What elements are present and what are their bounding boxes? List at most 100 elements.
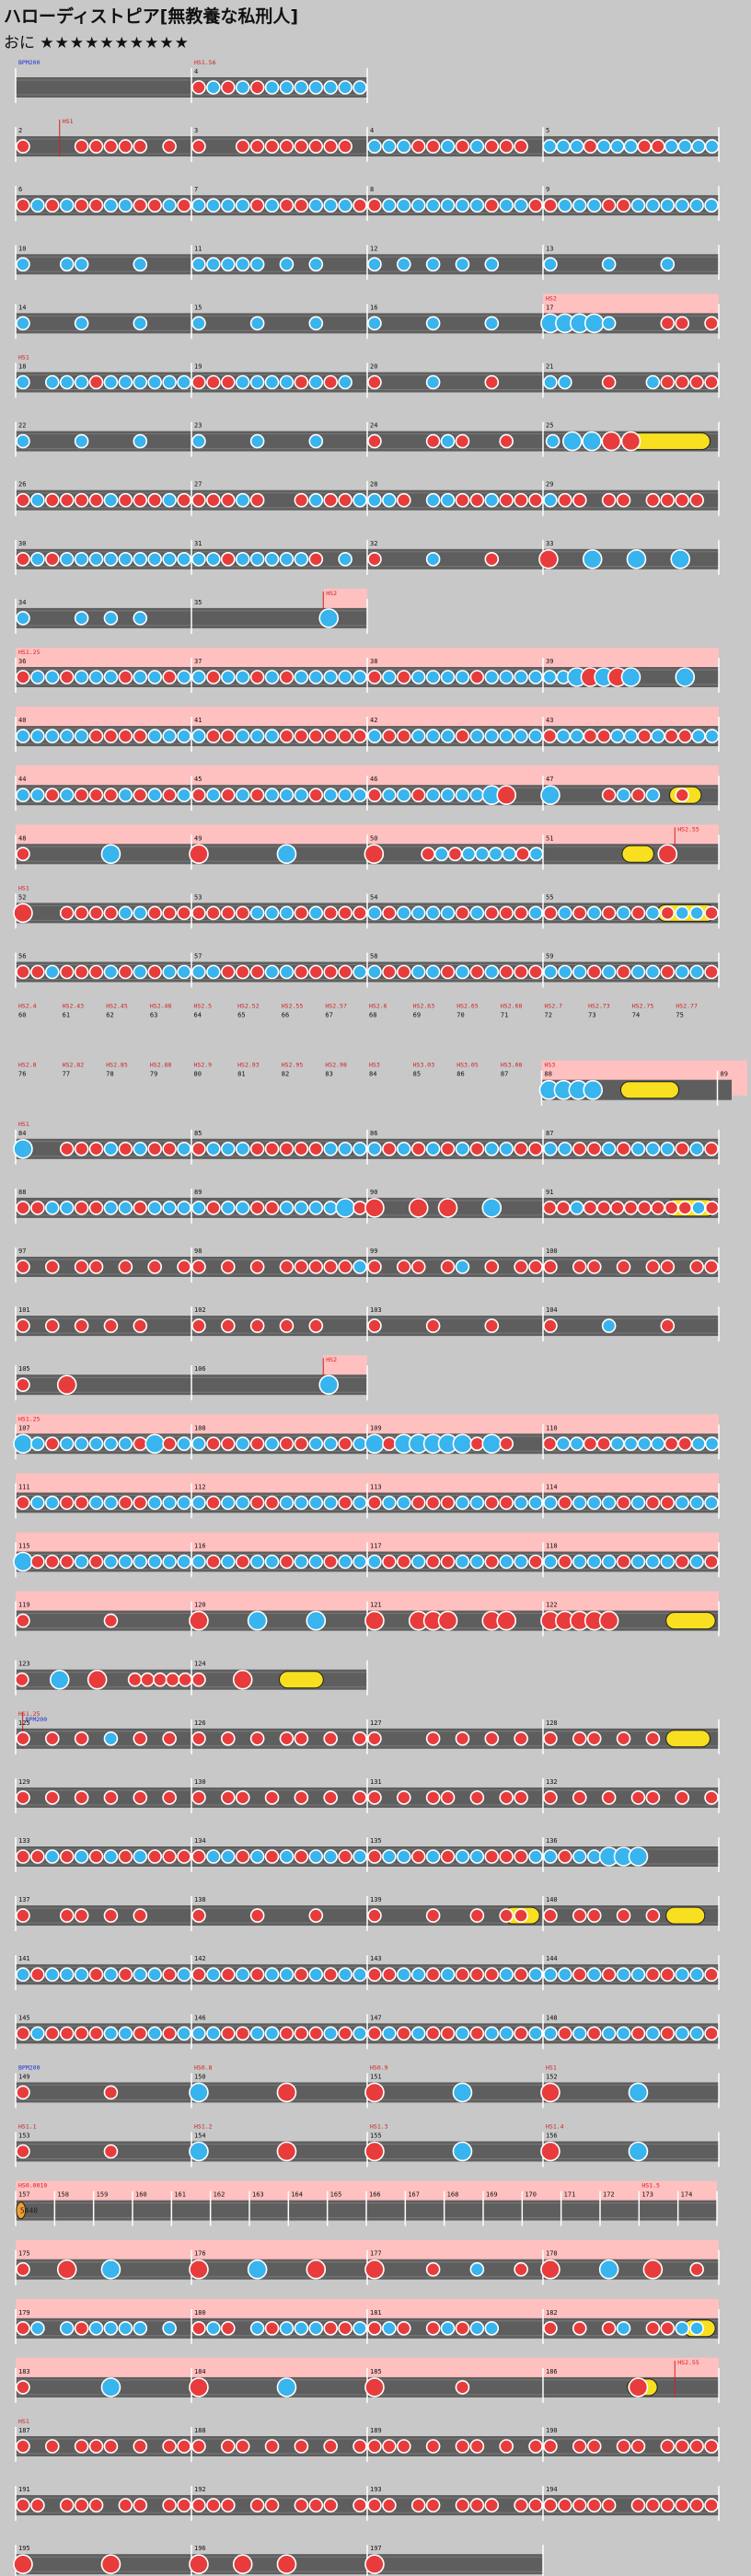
don-note: [558, 1849, 572, 1864]
scroll-label: HS3.05: [456, 1062, 479, 1069]
measure-number: 103: [370, 1306, 382, 1314]
don-note: [294, 198, 309, 213]
don-note: [74, 198, 89, 213]
don-note: [338, 1436, 352, 1452]
don-note: [191, 1142, 206, 1156]
ka-note: [177, 670, 191, 684]
ka-note: [206, 80, 221, 95]
ka-note: [569, 1201, 584, 1215]
don-note: [16, 1849, 30, 1864]
ka-note: [484, 2026, 500, 2041]
ka-note: [382, 1495, 397, 1511]
don-note: [279, 1436, 295, 1452]
measure-number: 120: [194, 1602, 206, 1609]
ka-note: [569, 1436, 584, 1452]
don-note: [469, 2439, 485, 2454]
don-note: [367, 1908, 382, 1923]
ka-note: [542, 139, 558, 154]
measure-number: 146: [194, 2014, 206, 2021]
don-note: [133, 1790, 148, 1805]
ka-note: [323, 1142, 339, 1156]
don-note: [59, 1142, 75, 1156]
don-note: [469, 964, 485, 980]
ka-note: [235, 1495, 250, 1511]
ka-note: [191, 1436, 206, 1452]
don-note: [645, 1908, 661, 1923]
don-note: [455, 492, 470, 508]
don-note: [484, 139, 500, 154]
scroll-label: HS2: [326, 590, 337, 597]
measure-number: 121: [370, 1602, 382, 1609]
don-note: [596, 1201, 611, 1215]
measure-number: 45: [194, 776, 202, 783]
ka-note: [206, 257, 221, 272]
big-don-note: [100, 2554, 121, 2574]
don-note: [162, 1731, 177, 1746]
don-note: [88, 788, 104, 803]
don-note: [410, 788, 426, 803]
ka-note: [367, 139, 382, 154]
ka-note: [220, 198, 236, 213]
don-note: [74, 788, 89, 803]
don-note: [191, 2439, 206, 2454]
don-note: [514, 1731, 528, 1746]
ka-note: [499, 1967, 514, 1982]
don-note: [16, 2498, 30, 2513]
don-note: [16, 1377, 30, 1392]
ka-note: [396, 905, 411, 921]
don-note: [294, 1790, 309, 1805]
don-note: [206, 492, 221, 508]
don-note: [103, 1908, 119, 1923]
ka-note: [396, 1849, 411, 1864]
don-note: [147, 905, 163, 921]
ka-note: [543, 1967, 558, 1982]
measure-number: 196: [194, 2545, 206, 2552]
ka-note: [191, 316, 206, 331]
ka-note: [177, 1967, 191, 1982]
measure-number: 19: [194, 363, 202, 371]
don-note: [660, 1495, 676, 1511]
don-note: [338, 729, 352, 743]
don-note: [382, 2498, 397, 2513]
measure-number: 151: [370, 2073, 382, 2080]
measure-number: 126: [194, 1719, 206, 1727]
don-note: [601, 492, 617, 508]
ka-note: [572, 198, 587, 213]
measure-number: 59: [546, 953, 553, 960]
ka-note: [30, 729, 45, 743]
big-ka-note: [100, 2377, 121, 2398]
ka-note: [455, 257, 470, 272]
scroll-label: HS2.6: [369, 1003, 387, 1010]
big-ka-note: [598, 2259, 619, 2280]
don-note: [88, 1142, 104, 1156]
ka-note: [16, 611, 30, 626]
measure-number: 12: [370, 245, 377, 252]
ka-note: [118, 374, 133, 390]
ka-note: [235, 80, 250, 95]
don-note: [514, 492, 528, 508]
big-don-note: [540, 2259, 560, 2280]
don-note: [162, 2439, 177, 2454]
ka-note: [294, 1201, 309, 1215]
ka-note: [469, 1849, 485, 1864]
measure-number: 138: [194, 1896, 206, 1903]
ka-note: [118, 2026, 133, 2041]
ka-note: [572, 2026, 587, 2041]
ka-note: [59, 1201, 75, 1215]
ka-note: [249, 257, 265, 272]
ka-note: [88, 670, 104, 684]
don-note: [88, 905, 104, 921]
don-note: [586, 2026, 602, 2041]
measure-number: 159: [97, 2191, 109, 2199]
ka-note: [469, 2321, 485, 2336]
ka-note: [279, 1849, 295, 1864]
don-note: [425, 2498, 441, 2513]
big-ka-note: [306, 1610, 327, 1631]
ka-note: [434, 846, 449, 862]
measure-number: 75: [676, 1012, 683, 1019]
ka-note: [645, 1554, 661, 1570]
measure-number: 65: [237, 1012, 245, 1019]
measure-number: 68: [369, 1012, 376, 1019]
big-don-note: [598, 1610, 619, 1631]
ka-note: [118, 2321, 133, 2336]
